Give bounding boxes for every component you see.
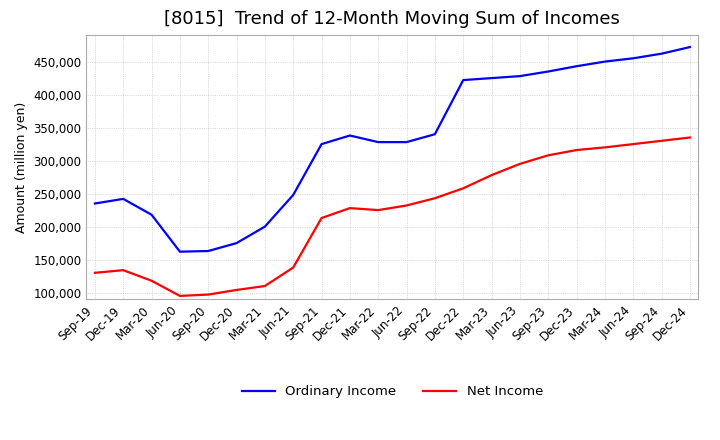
Net Income [374,207,382,213]
Net Income [487,172,496,178]
Net Income [318,215,326,220]
Ordinary Income [657,51,666,56]
Ordinary Income [544,69,552,74]
Net Income [91,270,99,275]
Ordinary Income [346,133,354,138]
Net Income [289,265,297,270]
Net Income [346,205,354,211]
Net Income [685,135,694,140]
Ordinary Income [487,75,496,81]
Net Income [431,195,439,201]
Ordinary Income [572,63,581,69]
Ordinary Income [374,139,382,145]
Ordinary Income [318,141,326,147]
Ordinary Income [91,201,99,206]
Net Income [600,145,609,150]
Title: [8015]  Trend of 12-Month Moving Sum of Incomes: [8015] Trend of 12-Month Moving Sum of I… [164,10,621,28]
Net Income [148,278,156,283]
Net Income [119,268,127,273]
Ordinary Income [431,132,439,137]
Net Income [459,186,467,191]
Ordinary Income [685,44,694,50]
Ordinary Income [402,139,411,145]
Net Income [657,138,666,143]
Ordinary Income [233,240,241,246]
Ordinary Income [261,224,269,229]
Ordinary Income [459,77,467,83]
Ordinary Income [600,59,609,64]
Ordinary Income [629,55,637,61]
Line: Ordinary Income: Ordinary Income [95,47,690,252]
Ordinary Income [148,212,156,217]
Ordinary Income [119,196,127,202]
Ordinary Income [176,249,184,254]
Ordinary Income [204,248,212,253]
Net Income [572,147,581,153]
Net Income [629,141,637,147]
Y-axis label: Amount (million yen): Amount (million yen) [15,102,28,233]
Line: Net Income: Net Income [95,137,690,296]
Net Income [204,292,212,297]
Legend: Ordinary Income, Net Income: Ordinary Income, Net Income [237,380,548,403]
Ordinary Income [289,192,297,198]
Net Income [544,153,552,158]
Net Income [176,293,184,299]
Ordinary Income [516,73,524,79]
Net Income [516,161,524,166]
Net Income [233,287,241,293]
Net Income [261,283,269,289]
Net Income [402,203,411,208]
